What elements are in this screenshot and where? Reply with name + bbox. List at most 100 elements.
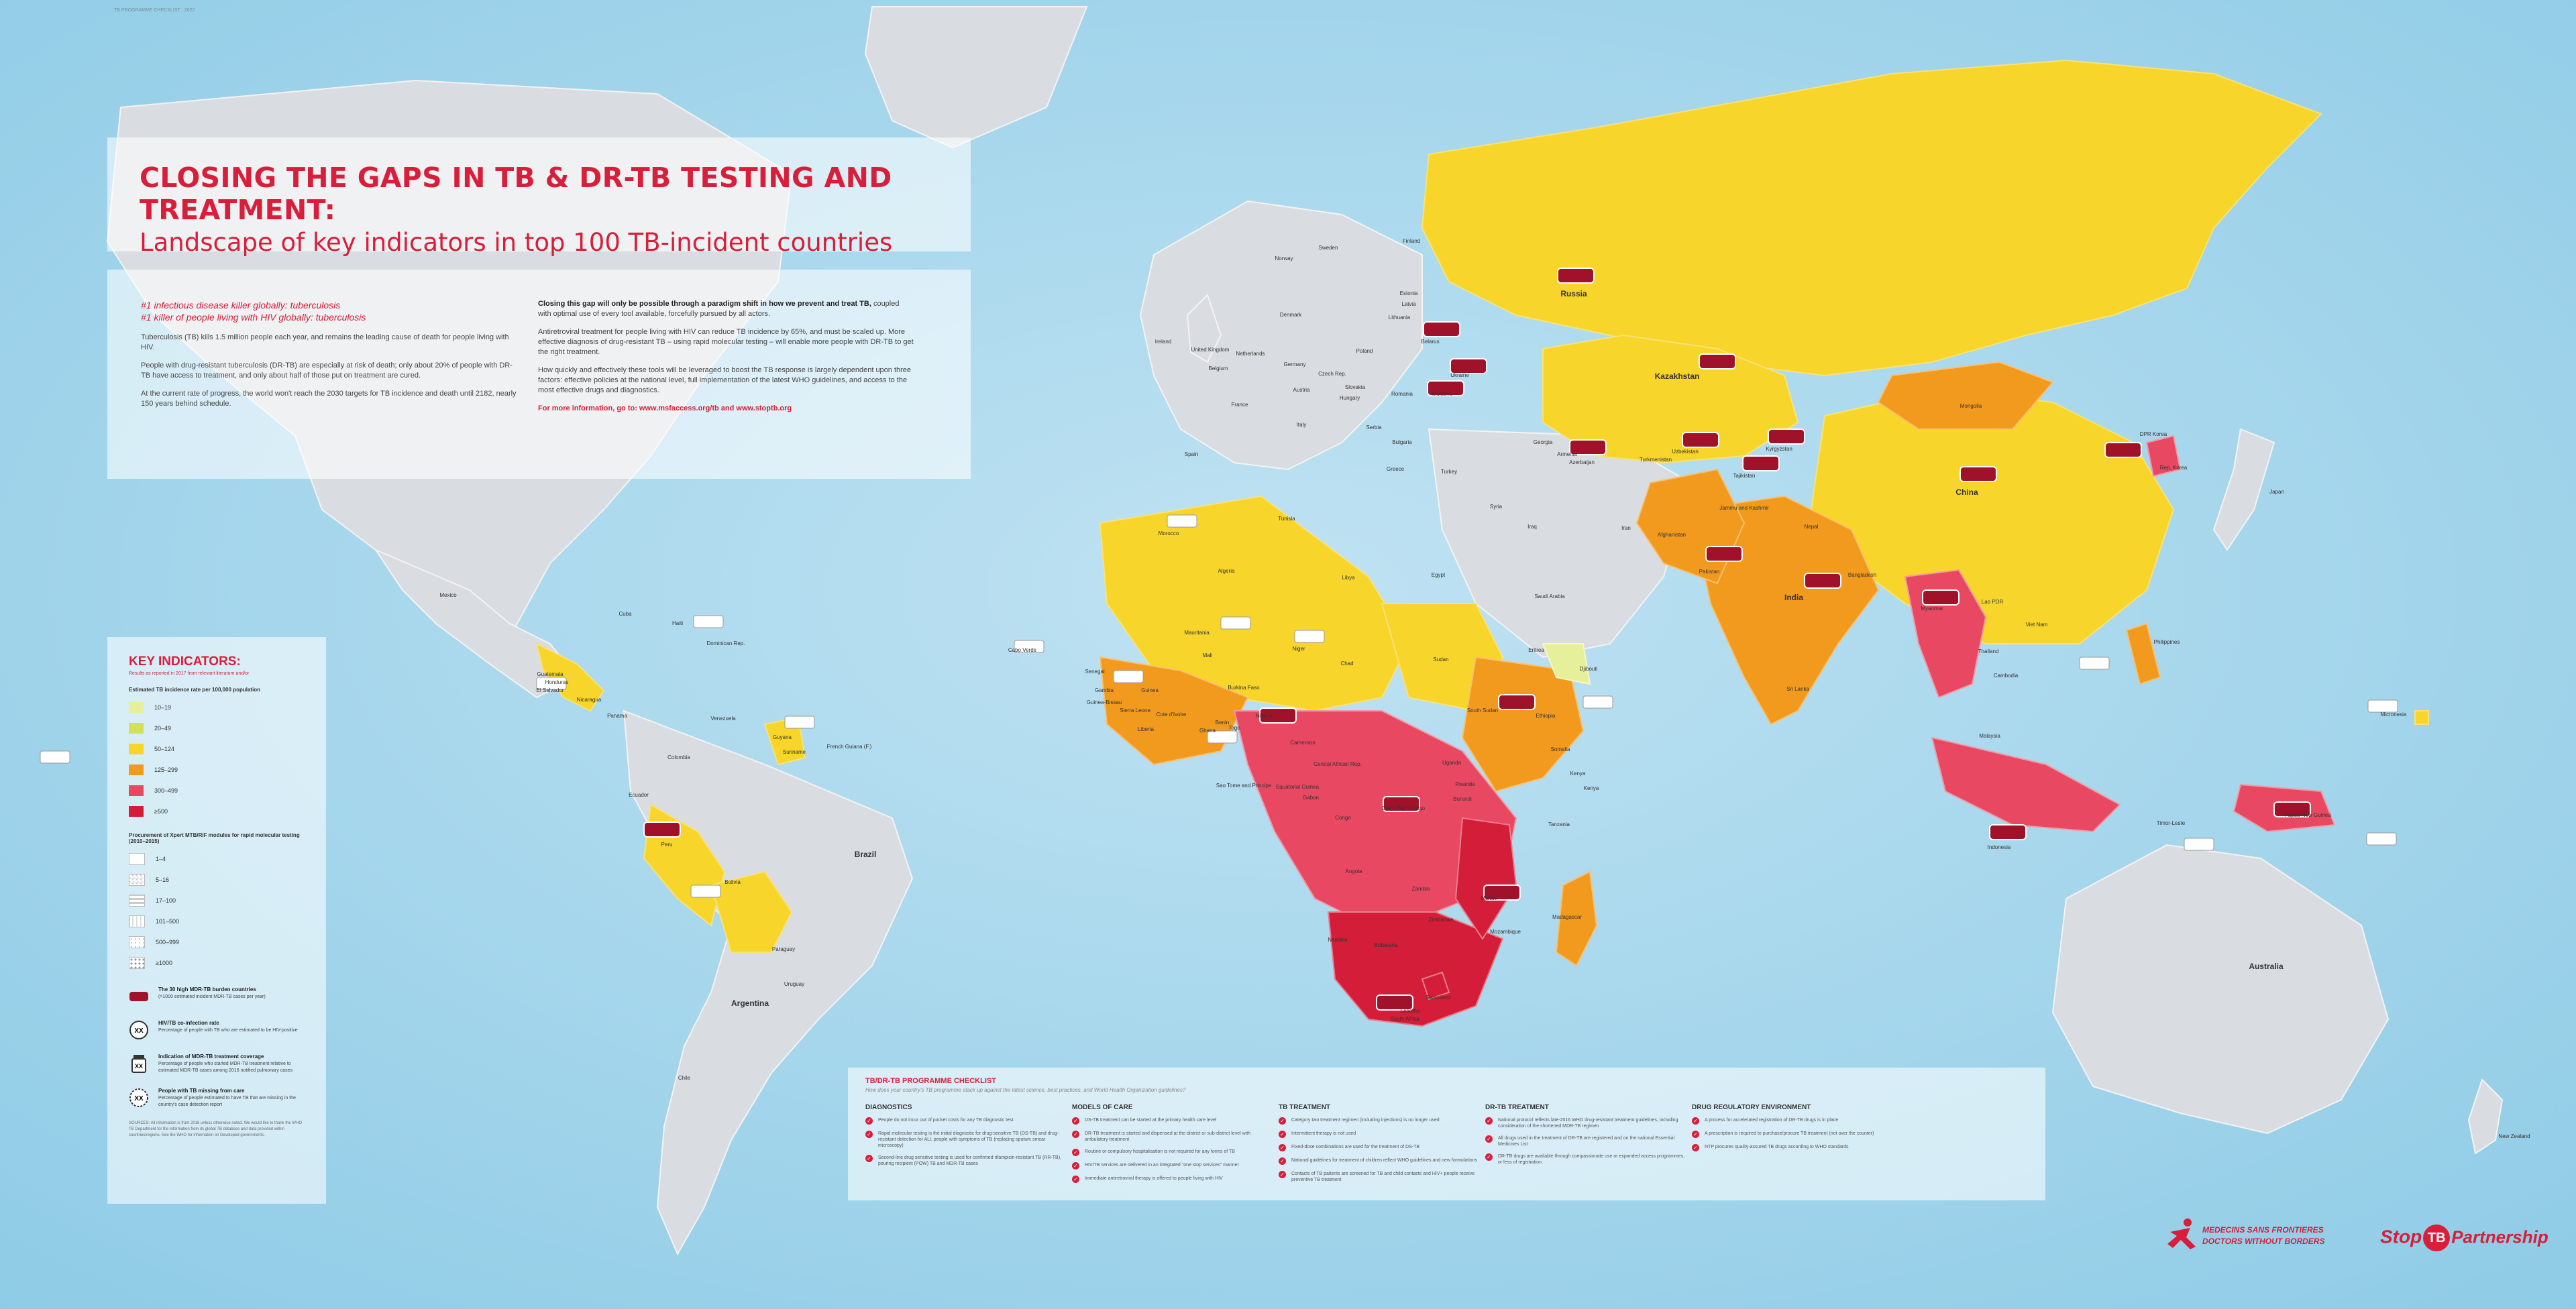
- country-label: Kyrgyzstan: [1766, 446, 1792, 452]
- check-icon: ✓: [1072, 1131, 1079, 1138]
- mdr-marker-uzbekistan: [1682, 432, 1719, 448]
- checklist-column: DR-TB TREATMENT ✓ National protocol reflec…: [1485, 1104, 1686, 1189]
- intro-strong: Closing this gap will only be possible t…: [538, 300, 871, 308]
- check-icon: ✓: [1485, 1153, 1493, 1161]
- checklist-item-text: People do not incur out of pocket costs …: [878, 1118, 1014, 1123]
- msf-runner-icon: [2167, 1218, 2196, 1249]
- checklist-column: TB TREATMENT ✓ Category two treatment regi…: [1279, 1104, 1480, 1189]
- indonesia: [1931, 736, 2121, 833]
- mozambique: [1454, 817, 1517, 940]
- country-label: Cabo Verde: [1008, 647, 1037, 653]
- micronesia: [2414, 710, 2429, 725]
- legend-item-hiv: XX HIV/TB co-infection rate Percentage of…: [129, 1020, 305, 1040]
- info-link[interactable]: For more information, go to: www.msfacce…: [538, 404, 792, 412]
- country-label: Slovakia: [1345, 384, 1366, 390]
- checklist-item-text: Category two treatment regimen (includin…: [1291, 1118, 1440, 1123]
- badge: [1113, 670, 1144, 683]
- country-label: Saudi Arabia: [1534, 593, 1565, 600]
- checklist-item: ✓ National protocol reflects late-2016 WH…: [1485, 1117, 1686, 1129]
- mdr-marker-russia: [1557, 268, 1595, 284]
- country-label: Tunisia: [1278, 516, 1295, 522]
- country-label: Central African Rep.: [1313, 761, 1362, 767]
- badge: [40, 750, 70, 764]
- checklist-item: ✓ NTP procures quality-assured TB drugs a…: [1692, 1144, 1893, 1151]
- country-label: Angola: [1346, 868, 1362, 874]
- legend-title: KEY INDICATORS:: [129, 654, 241, 669]
- mdr-marker-ukraine: [1450, 358, 1487, 374]
- country-label: Peru: [661, 842, 673, 848]
- mdr-marker-peru: [643, 821, 681, 838]
- checklist-item: ✓ A prescription is required to purchase/…: [1692, 1131, 1893, 1138]
- badge: [784, 716, 815, 729]
- country-label: Suriname: [783, 749, 806, 755]
- country-label: Niger: [1292, 646, 1305, 652]
- checklist-column-heading: TB TREATMENT: [1279, 1104, 1331, 1111]
- procurement-swatch: [129, 894, 145, 907]
- country-label: Myanmar: [1921, 606, 1943, 612]
- country-label: Senegal: [1085, 669, 1105, 675]
- mdr-marker-pakistan: [1705, 546, 1743, 562]
- dpr-korea: [2145, 435, 2182, 477]
- checklist-column-heading: MODELS OF CARE: [1072, 1104, 1133, 1111]
- check-icon: ✓: [1485, 1117, 1493, 1125]
- country-label: Congo: [1335, 815, 1351, 821]
- country-label: Hungary: [1340, 395, 1360, 401]
- intro-paragraph: Closing this gap will only be possible t…: [538, 299, 914, 319]
- mdr-marker-belarus: [1423, 321, 1460, 337]
- mdr-marker-mozambique: [1483, 885, 1521, 901]
- country-label: Zambia: [1412, 886, 1430, 892]
- intro-right-column: Closing this gap will only be possible t…: [538, 299, 914, 422]
- country-label: Somalia: [1551, 746, 1570, 752]
- badge: [2366, 832, 2397, 846]
- checklist-item-text: Contacts of TB patients are screened for…: [1291, 1172, 1475, 1182]
- mdr-marker-india: [1804, 573, 1841, 589]
- procurement-legend-item: 1–4: [129, 848, 305, 869]
- intro-paragraph: At the current rate of progress, the wor…: [141, 390, 517, 408]
- country-label: Morocco: [1159, 530, 1179, 536]
- country-label: Botswana: [1374, 942, 1398, 948]
- country-label: Tajikistan: [1733, 473, 1756, 479]
- country-label: Spain: [1185, 451, 1198, 457]
- msf-logo: MEDECINS SANS FRONTIERES DOCTORS WITHOUT…: [2163, 1210, 2331, 1257]
- check-icon: ✓: [1072, 1176, 1079, 1183]
- mdr-burden-title: The 30 high MDR-TB burden countries: [158, 986, 256, 992]
- checklist-item: ✓ Intermittent therapy is not used: [1279, 1131, 1480, 1138]
- stop-tb-badge: TB: [2423, 1225, 2451, 1251]
- country-labels: Russia Kazakhstan Mongolia China India Pakist…: [439, 238, 2530, 1139]
- country-label: Ireland: [1155, 339, 1171, 345]
- checklist-column: DRUG REGULATORY ENVIRONMENT ✓ A process fo…: [1692, 1104, 1893, 1189]
- country-label: Libya: [1342, 575, 1355, 581]
- country-label: Rep. Korea: [2160, 465, 2188, 471]
- procurement-label: 101–500: [156, 917, 180, 925]
- legend-footnote: SOURCES: All information is from 2016 un…: [129, 1121, 303, 1137]
- country-label: Burkina Faso: [1228, 685, 1260, 691]
- badge: [690, 885, 721, 898]
- country-label: Mexico: [439, 592, 457, 598]
- checklist-column-heading: DIAGNOSTICS: [865, 1104, 912, 1111]
- check-icon: ✓: [1072, 1162, 1079, 1170]
- stop-tb-logo: Stop TB Partnership: [2380, 1225, 2548, 1251]
- missing-title: People with TB missing from care: [158, 1088, 245, 1094]
- country-label: Kazakhstan: [1655, 372, 1700, 381]
- russia: [1421, 59, 2322, 377]
- country-label: Greece: [1387, 466, 1405, 472]
- country-label: Bangladesh: [1848, 572, 1876, 578]
- incidence-heading: Estimated TB incidence rate per 100,000 …: [129, 687, 261, 693]
- checklist-title: TB/DR-TB PROGRAMME CHECKLIST: [865, 1077, 996, 1085]
- country-label: Thailand: [1978, 648, 1999, 654]
- country-label: Finland: [1403, 238, 1420, 244]
- uk: [1186, 294, 1222, 363]
- incidence-label: 125–299: [154, 766, 178, 773]
- country-label: Turkey: [1441, 469, 1457, 475]
- badge: [1582, 695, 1613, 709]
- stop-tb-partnership: Partnership: [2451, 1227, 2548, 1247]
- country-label: Latvia: [1401, 301, 1416, 307]
- check-icon: ✓: [1692, 1117, 1699, 1125]
- country-label: Indonesia: [1988, 844, 2011, 850]
- incidence-legend-item: 125–299: [129, 759, 305, 780]
- intro-rest: coupled with optimal use of every tool a…: [538, 300, 900, 318]
- check-icon: ✓: [865, 1155, 873, 1162]
- country-label: Gabon: [1303, 795, 1319, 801]
- country-label: France: [1232, 402, 1248, 408]
- main-title: CLOSING THE GAPS IN TB & DR-TB TESTING A…: [140, 162, 892, 226]
